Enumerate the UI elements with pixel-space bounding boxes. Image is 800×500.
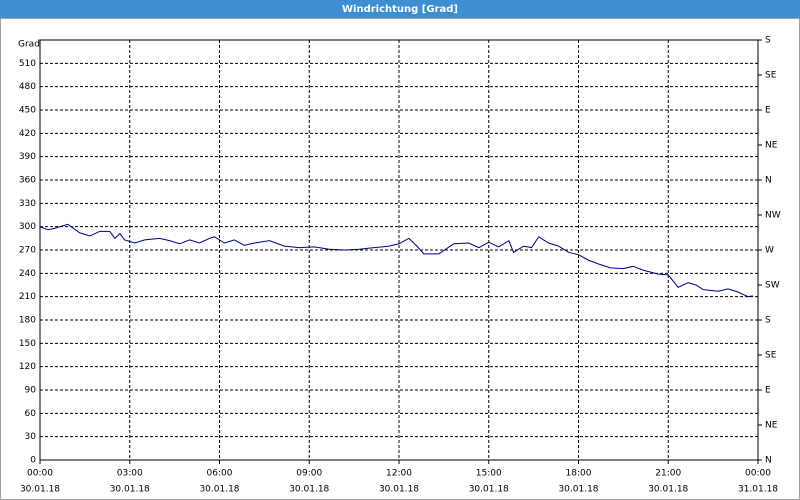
y2-tick-label: N bbox=[765, 176, 772, 186]
y2-tick-label: SW bbox=[765, 281, 780, 291]
y-tick-label: 510 bbox=[19, 59, 36, 69]
y-axis-label: Grad bbox=[18, 40, 40, 50]
title-bar bbox=[0, 0, 800, 18]
data-line bbox=[39, 223, 753, 298]
x-tick-label: 00:00 bbox=[27, 469, 53, 479]
y-tick-label: 480 bbox=[19, 82, 36, 92]
y2-tick-label: SE bbox=[765, 351, 777, 361]
y-tick-label: 270 bbox=[19, 246, 36, 256]
x-tick-label: 09:00 bbox=[296, 469, 322, 479]
x-tick-date: 30.01.18 bbox=[648, 485, 688, 495]
y2-tick-label: W bbox=[765, 246, 774, 256]
x-tick-date: 30.01.18 bbox=[469, 485, 509, 495]
y2-tick-label: NE bbox=[765, 141, 778, 151]
x-tick-date: 30.01.18 bbox=[558, 485, 598, 495]
x-tick-label: 18:00 bbox=[566, 469, 592, 479]
y2-tick-label: E bbox=[765, 106, 771, 116]
x-tick-label: 06:00 bbox=[207, 469, 233, 479]
y-tick-label: 300 bbox=[19, 222, 36, 232]
y-tick-label: 450 bbox=[19, 106, 36, 116]
y-tick-label: 420 bbox=[19, 129, 36, 139]
x-tick-label: 12:00 bbox=[386, 469, 412, 479]
x-tick-date: 30.01.18 bbox=[110, 485, 150, 495]
y-tick-label: 180 bbox=[19, 316, 36, 326]
y-tick-label: 240 bbox=[19, 269, 36, 279]
y2-tick-label: S bbox=[765, 36, 771, 46]
y-tick-label: 60 bbox=[25, 409, 37, 419]
y2-tick-label: S bbox=[765, 316, 771, 326]
y2-tick-label: NW bbox=[765, 211, 781, 221]
plot-border bbox=[39, 39, 759, 461]
frame bbox=[0, 18, 800, 500]
x-tick-date: 30.01.18 bbox=[289, 485, 329, 495]
y-tick-label: 120 bbox=[19, 362, 36, 372]
x-tick-date: 30.01.18 bbox=[379, 485, 419, 495]
y-tick-label: 150 bbox=[19, 339, 36, 349]
x-tick-date: 31.01.18 bbox=[738, 485, 778, 495]
y2-tick-label: NE bbox=[765, 421, 778, 431]
y-tick-label: 30 bbox=[25, 432, 37, 442]
x-tick-label: 00:00 bbox=[745, 469, 771, 479]
y2-tick-label: E bbox=[765, 386, 771, 396]
y-tick-label: 0 bbox=[30, 456, 36, 466]
y-tick-label: 330 bbox=[19, 199, 36, 209]
y-tick-label: 210 bbox=[19, 292, 36, 302]
x-tick-date: 30.01.18 bbox=[199, 485, 239, 495]
y-tick-label: 90 bbox=[25, 386, 37, 396]
y2-tick-label: N bbox=[765, 456, 772, 466]
y-tick-label: 360 bbox=[19, 176, 36, 186]
x-tick-label: 03:00 bbox=[117, 469, 143, 479]
chart-title: Windrichtung [Grad] bbox=[342, 4, 458, 15]
y-tick-label: 390 bbox=[19, 152, 36, 162]
y2-tick-label: SE bbox=[765, 71, 777, 81]
x-tick-label: 15:00 bbox=[476, 469, 502, 479]
x-tick-date: 30.01.18 bbox=[20, 485, 60, 495]
x-tick-label: 21:00 bbox=[655, 469, 681, 479]
